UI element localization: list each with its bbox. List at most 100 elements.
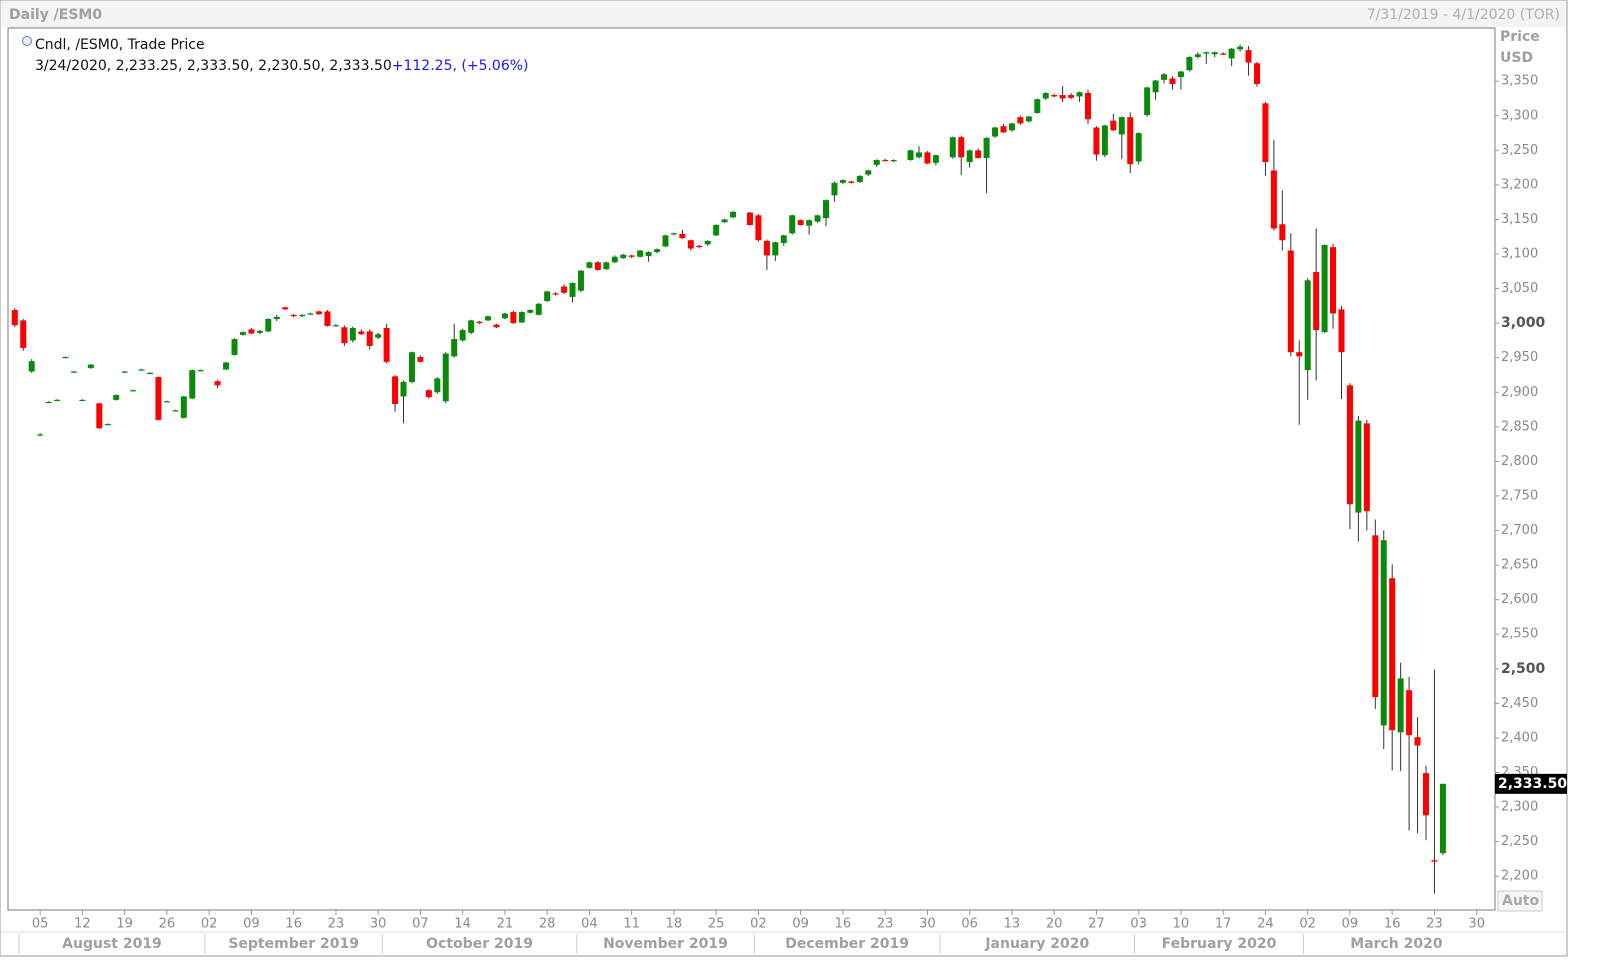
candle-body [197,370,204,372]
candle-body [789,215,796,234]
candle-body [214,381,221,386]
x-tick-label: 27 [1088,917,1105,932]
candle-body [307,313,314,315]
candle-body [299,314,306,317]
y-axis-unit: USD [1500,50,1533,66]
candle-body [1220,53,1227,55]
x-tick-label: 02 [1299,917,1316,932]
month-label: February 2020 [1162,936,1277,952]
study-label: Cndl, /ESM0, Trade Price [35,37,205,53]
candle-body [163,401,170,403]
candle-body [147,372,154,375]
x-tick-label: 05 [32,917,49,932]
y-tick-label: 2,400 [1501,730,1538,745]
month-label: November 2019 [603,936,728,952]
candle-body [11,310,18,326]
y-axis-title: Price [1500,29,1540,45]
scale-mode-button[interactable] [1497,890,1543,912]
candle-body [248,329,255,334]
x-tick-label: 24 [1257,917,1274,932]
candle-body [1397,678,1404,733]
candle-body [96,403,103,429]
x-tick-label: 16 [1384,917,1401,932]
candle-body [552,293,559,295]
candle-body [865,170,872,175]
candle-body [949,137,956,158]
candle-body [400,381,407,397]
candle-body [1152,80,1159,93]
y-tick-label: 2,950 [1501,350,1538,365]
candle-body [332,325,339,327]
candle-body [172,410,179,412]
candle-body [1262,103,1269,163]
candle-body [958,137,965,158]
candle-body [476,321,483,324]
candle-body [1177,71,1184,78]
candle-body [527,310,534,313]
candle-body [256,330,263,333]
y-tick-label: 2,900 [1501,385,1538,400]
candle-body [670,233,677,235]
x-tick-label: 23 [877,917,894,932]
plot-area [7,27,1496,911]
last-price-label: 2,333.50 [1498,776,1567,792]
candle-body [1093,127,1100,155]
candle-body [341,327,348,344]
candle-body [915,152,922,158]
candle-body [713,224,720,236]
x-tick-label: 09 [243,917,260,932]
candle-body [620,254,627,259]
candle-body [1304,280,1311,371]
x-tick-label: 03 [1130,917,1147,932]
y-tick-label: 3,100 [1501,247,1538,262]
candle-body [1228,48,1235,59]
candle-body [966,150,973,163]
candle-body [586,262,593,268]
candle-body [848,181,855,183]
candle-body [1355,420,1362,513]
candle-body [1245,50,1252,63]
x-tick-label: 19 [116,917,133,932]
candle-body [772,242,779,256]
candle-body [975,150,982,158]
candle-body [425,390,432,398]
study-icon[interactable] [22,36,32,46]
candle-body [417,357,424,362]
candle-body [577,270,584,291]
candle-body [231,339,238,355]
month-label: March 2020 [1350,936,1443,952]
y-tick-label: 2,850 [1501,419,1538,434]
candle-body [366,331,373,346]
x-tick-label: 18 [666,917,683,932]
candle-body [113,395,120,400]
candle-body [434,378,441,393]
x-tick-label: 26 [159,917,176,932]
candle-body [535,303,542,315]
candle-body [79,399,86,402]
candle-body [1110,120,1117,131]
candle-body [814,215,821,222]
y-tick-label: 3,350 [1501,74,1538,89]
candle-body [1330,247,1337,314]
y-tick-label: 3,050 [1501,281,1538,296]
candle-body [1389,578,1396,731]
candle-body [468,320,475,333]
candle-body [273,316,280,320]
candle-body [561,286,568,293]
candle-body [1253,63,1260,84]
x-tick-label: 30 [919,917,936,932]
x-tick-label: 16 [285,917,302,932]
candle-body [1135,133,1142,162]
candle-body [696,245,703,248]
candle-body [1017,117,1024,124]
scale-mode[interactable]: Auto [1502,893,1539,909]
candle-body [890,160,897,162]
candle-body [569,283,576,297]
candle-body [603,262,610,270]
candle-body [746,212,753,225]
candle-body [1042,92,1049,99]
candle-body [1431,860,1438,862]
candle-body [763,240,770,256]
candle-body [1346,385,1353,505]
candle-body [45,401,52,404]
